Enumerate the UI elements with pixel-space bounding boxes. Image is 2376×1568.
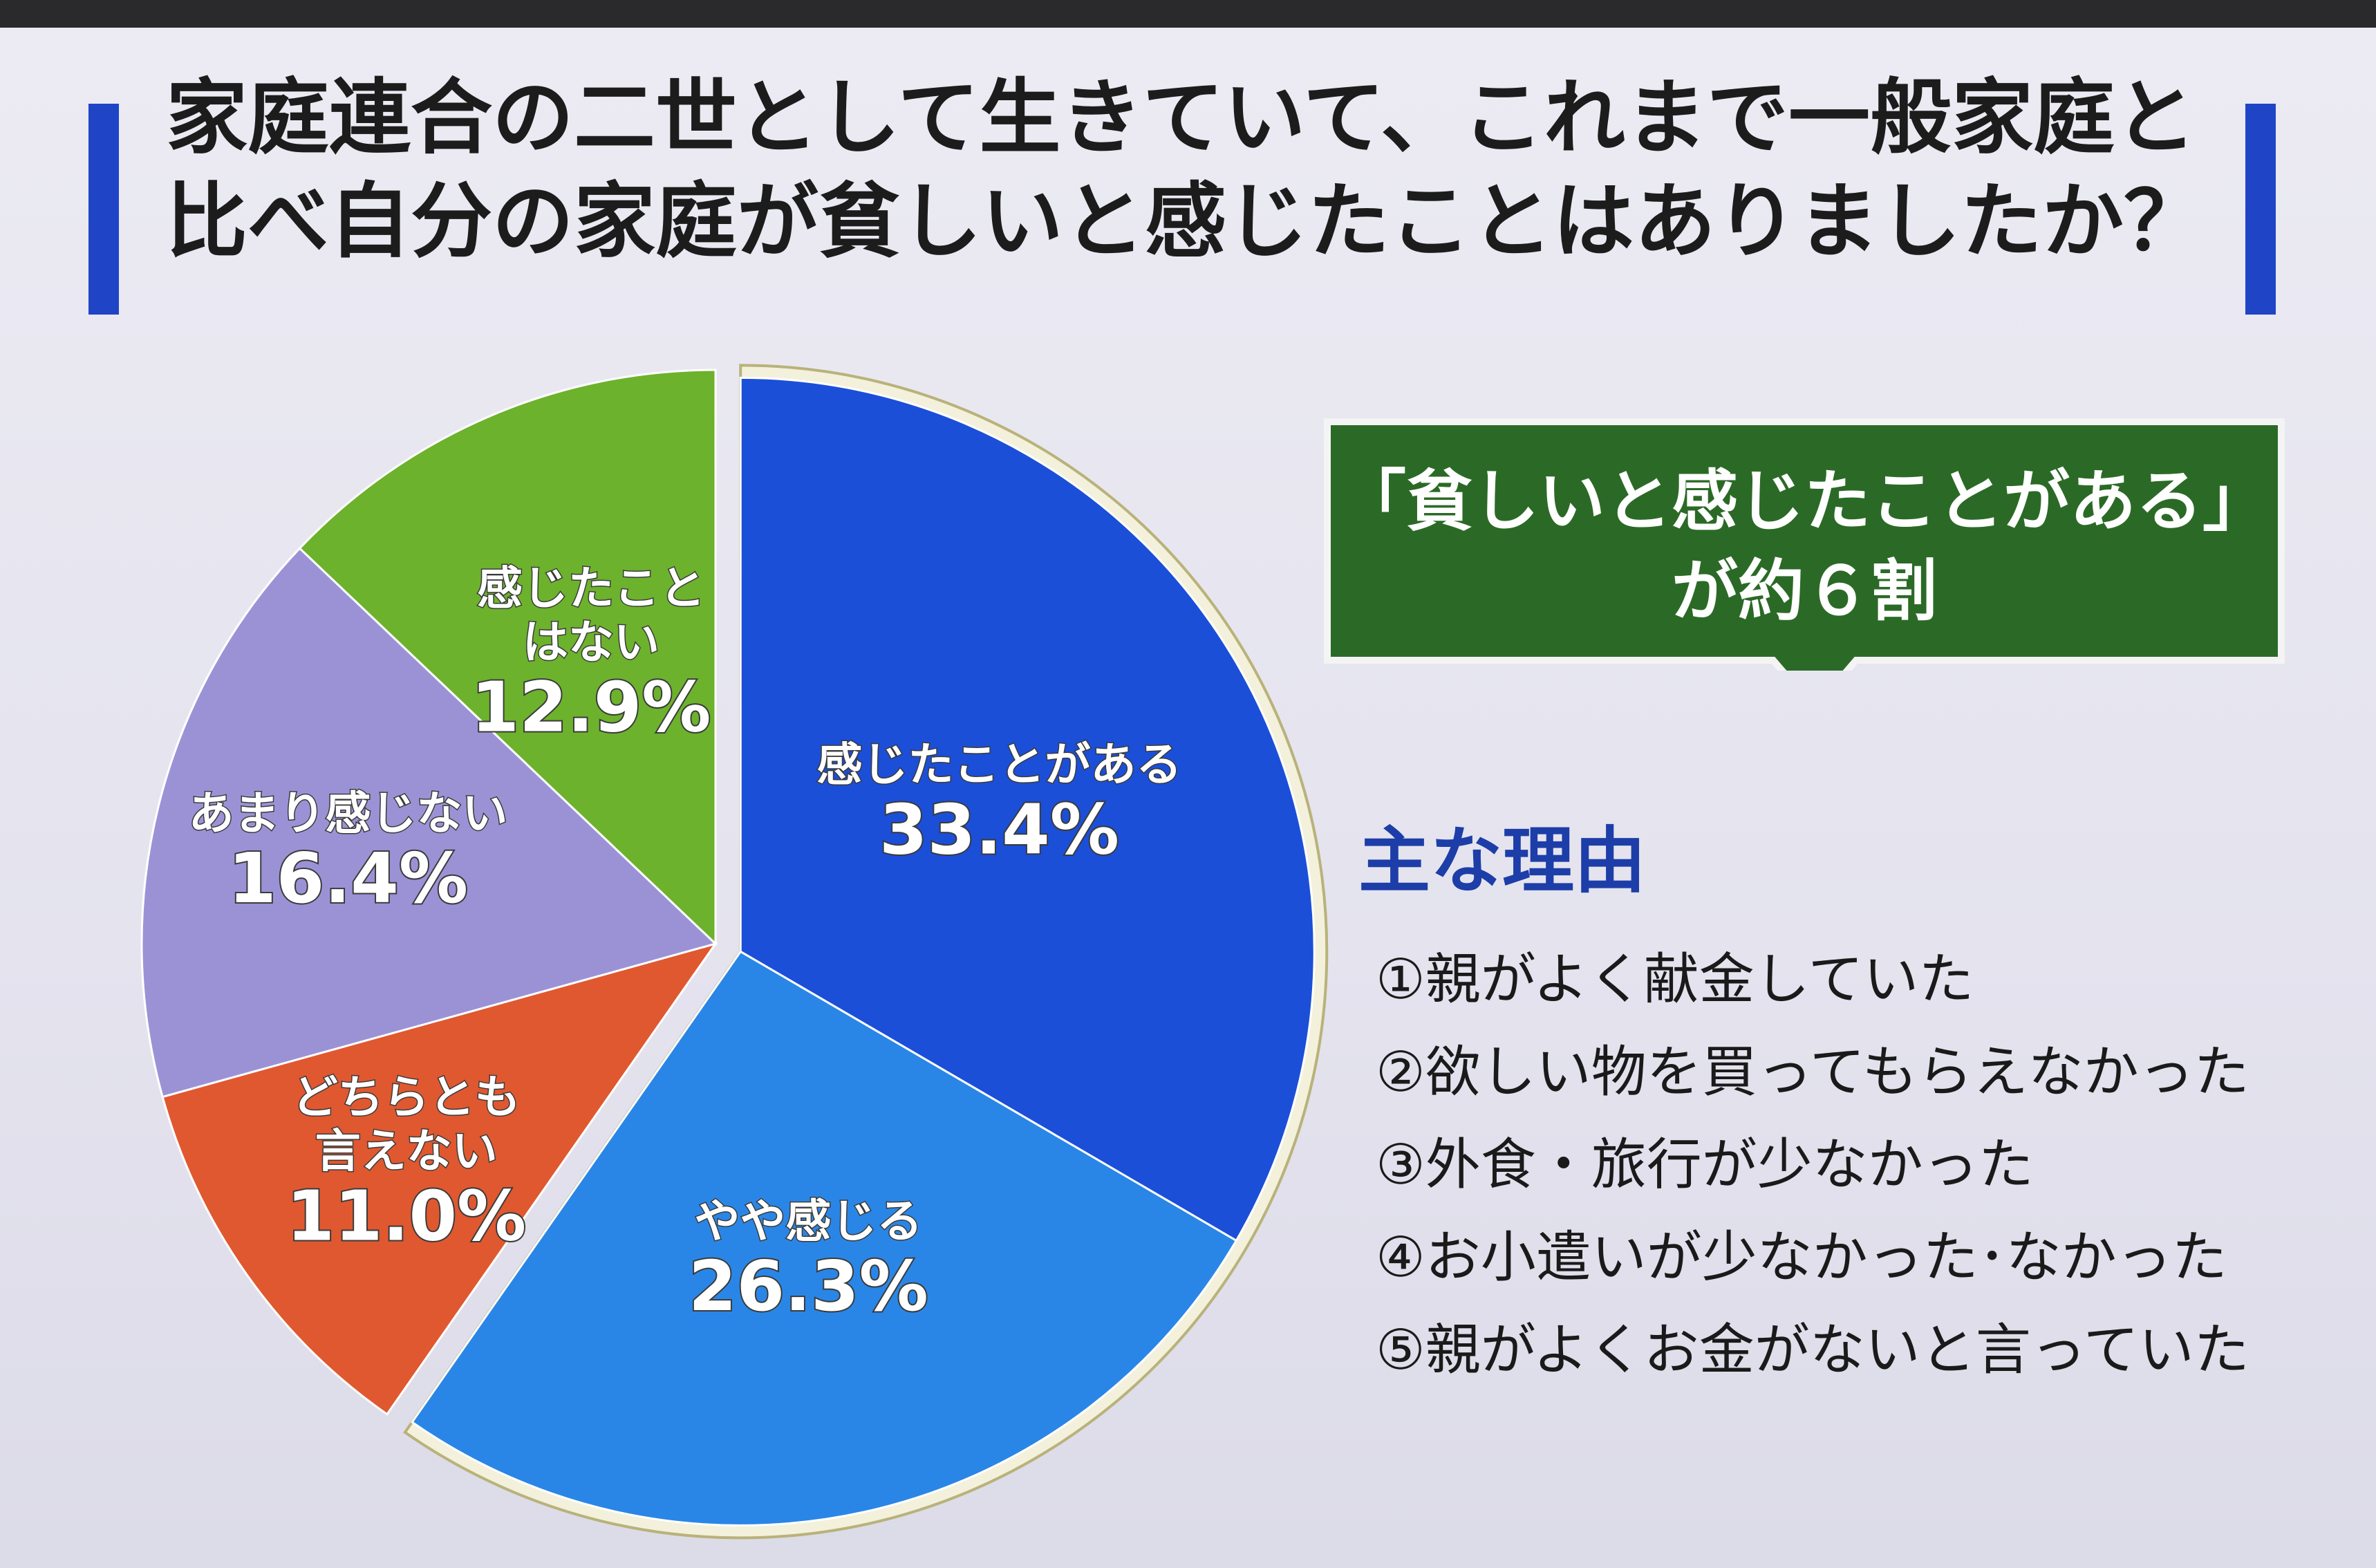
pie-slice (411, 950, 1238, 1527)
slice-label: 感じたこと (477, 561, 705, 615)
pie-slice (140, 546, 718, 1099)
reasons-heading: 主な理由 (1358, 819, 1647, 903)
pie-slice (298, 368, 717, 946)
callout-line-1: 「貧しいと感じたことがある」 (1340, 463, 2269, 540)
title-line-1: 家庭連合の二世として生きていて、これまで一般家庭と (166, 70, 2197, 165)
slice-label: 感じたことがある (816, 738, 1181, 791)
slice-label: どちらとも (292, 1070, 521, 1123)
callout-shape (1324, 418, 2285, 671)
pie-slices (140, 364, 1329, 1540)
title-accent-bar-right (2245, 104, 2276, 315)
slice-percentage: 12.9% (471, 666, 711, 747)
reason-item: ②欲しい物を買ってもらえなかった (1376, 1040, 2249, 1104)
reason-item: ③外食・旅行が少なかった (1376, 1132, 2034, 1197)
callout-box (1324, 418, 2285, 671)
slice-percentage: 33.4% (879, 789, 1119, 870)
reason-item: ④お小遣いが少なかった･なかった (1376, 1225, 2227, 1289)
reason-item: ①親がよく献金していた (1376, 947, 1974, 1011)
title-accent-bar-left (88, 104, 119, 315)
callout-line-2: が約６割 (1672, 552, 1937, 630)
callout-text: 「貧しいと感じたことがある」 が約６割 (1334, 456, 2274, 636)
pie-slice (161, 942, 718, 1416)
survey-question-title: 家庭連合の二世として生きていて、これまで一般家庭と 比べ自分の家庭が貧しいと感じ… (166, 66, 2226, 273)
slice-label: 言えない (315, 1124, 498, 1177)
slice-label: あまり感じない (189, 787, 508, 840)
reason-item: ⑤親がよくお金がないと言っていた (1376, 1318, 2249, 1382)
slice-label: やや感じる (694, 1195, 922, 1248)
slice-percentage: 11.0% (286, 1175, 526, 1256)
slice-label: はない (523, 615, 660, 669)
title-line-2: 比べ自分の家庭が貧しいと感じたことはありましたか？ (166, 174, 2206, 269)
reasons-list: ①親がよく献金していた ②欲しい物を買ってもらえなかった ③外食・旅行が少なかった ④… (1376, 933, 2249, 1397)
slice-percentage: 26.3% (689, 1246, 928, 1327)
pie-slice (739, 376, 1316, 1242)
slice-percentage: 16.4% (228, 838, 468, 919)
